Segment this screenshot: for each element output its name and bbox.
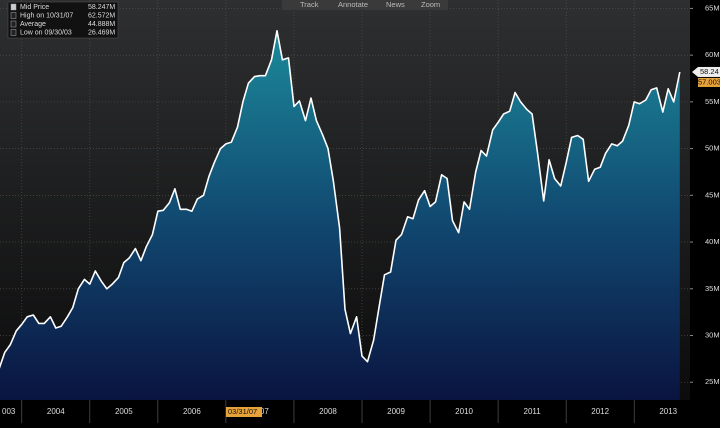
info-icon bbox=[10, 20, 17, 28]
info-label: Average bbox=[20, 21, 46, 28]
toolbar-zoom[interactable]: Zoom bbox=[421, 0, 440, 9]
toolbar-news[interactable]: News bbox=[386, 0, 405, 9]
x-tick-label: 2008 bbox=[319, 407, 337, 416]
line bbox=[0, 30, 681, 369]
x-tick-label: 2013 bbox=[659, 407, 677, 416]
secondary-value-label: 57.003 bbox=[698, 77, 720, 86]
toolbar: Track Annotate News Zoom bbox=[282, 0, 448, 10]
info-value: 62.572M bbox=[88, 12, 115, 19]
x-tick-label: 003 bbox=[2, 407, 16, 416]
y-tick-label: 50M bbox=[705, 144, 720, 153]
info-icon bbox=[10, 29, 17, 36]
y-tick-label: 30M bbox=[705, 330, 720, 339]
x-tick-label: 2012 bbox=[591, 407, 609, 416]
toolbar-bg bbox=[282, 0, 448, 10]
info-value: 58.247M bbox=[88, 4, 115, 11]
secondary-value-bg bbox=[698, 77, 720, 87]
x-tick-label: 2006 bbox=[183, 407, 201, 416]
info-box: Mid Price 58.247M High on 10/31/07 62.572M A… bbox=[7, 1, 119, 39]
series-layer bbox=[0, 30, 681, 400]
info-label: Mid Price bbox=[20, 4, 49, 11]
y-tick-label: 55M bbox=[705, 97, 720, 106]
y-tick-label: 40M bbox=[705, 237, 720, 246]
y-tick-label: 35M bbox=[705, 284, 720, 293]
last-value-label: 58.24 bbox=[700, 67, 719, 76]
axes: 25M 30M 35M 40M 45M 50M 55M 60M 65M 003 2004 2005 20… bbox=[2, 3, 720, 423]
y-axis-strip bbox=[690, 0, 720, 400]
x-tick-label: 2005 bbox=[115, 407, 133, 416]
y-tick-label: 60M bbox=[705, 50, 720, 59]
info-value: 26.469M bbox=[88, 29, 115, 36]
x-tick-label: 2011 bbox=[524, 407, 542, 416]
y-tick-label: 25M bbox=[705, 377, 720, 386]
info-value: 44.888M bbox=[88, 21, 115, 28]
crosshair-date-bg bbox=[226, 407, 262, 417]
y-tick-label: 45M bbox=[705, 190, 720, 199]
crosshair-date: 03/31/07 bbox=[228, 407, 257, 416]
x-axis-strip bbox=[0, 400, 720, 423]
x-tick-label: 2010 bbox=[455, 407, 473, 416]
x-tick-label: 2009 bbox=[387, 407, 405, 416]
info-box-bg bbox=[7, 1, 119, 39]
last-value-bg bbox=[698, 66, 720, 77]
info-icon bbox=[10, 12, 17, 19]
y-tick-label: 65M bbox=[705, 3, 720, 12]
info-icon bbox=[10, 3, 17, 11]
x-tick-label: 2004 bbox=[47, 407, 65, 416]
info-label: Low on 09/30/03 bbox=[20, 29, 72, 36]
toolbar-track[interactable]: Track bbox=[300, 0, 319, 9]
last-value-pointer bbox=[692, 66, 698, 77]
toolbar-annotate[interactable]: Annotate bbox=[338, 0, 368, 9]
info-label: High on 10/31/07 bbox=[20, 12, 73, 19]
area bbox=[0, 30, 680, 400]
